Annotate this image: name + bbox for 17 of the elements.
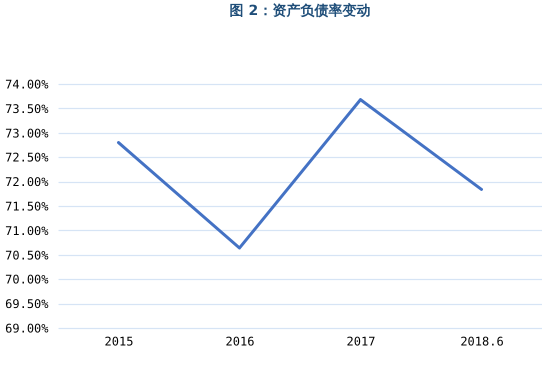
y-tick-label: 74.00% [5,78,50,92]
y-tick-label: 70.50% [5,248,50,262]
y-tick-label: 73.00% [5,126,50,140]
y-tick-label: 71.00% [5,224,50,238]
line-series [117,98,483,250]
y-tick-label: 73.50% [5,102,50,116]
chart-title: 图 2：资产负债率变动 [230,2,370,19]
y-tick-label: 72.50% [5,150,50,165]
y-tick-label: 69.00% [5,322,50,336]
x-tick-label: 2016 [226,334,254,348]
x-tick-label: 2018.6 [460,334,504,348]
y-tick-label: 70.00% [5,272,50,287]
y-tick-label: 72.00% [5,175,50,190]
y-tick-label: 69.50% [5,297,50,312]
y-tick-label: 71.50% [5,200,50,214]
x-tick-label: 2017 [346,334,376,348]
x-tick-label: 2015 [104,334,134,348]
